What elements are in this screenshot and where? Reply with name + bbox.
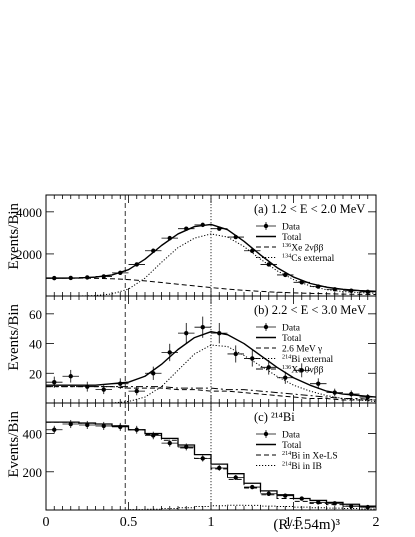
y-tick-label: 4000	[16, 205, 42, 220]
legend-entry: 2.6 MeV γ	[282, 345, 322, 355]
series-total-line	[46, 330, 376, 398]
data-point	[151, 371, 156, 376]
panel-label: (a) 1.2 < E < 2.0 MeV	[254, 202, 365, 216]
data-point	[167, 440, 172, 446]
series-bi-in-ib-line	[46, 504, 376, 510]
data-point	[68, 374, 73, 379]
legend-entry: 214Bi in IB	[282, 462, 322, 472]
data-point	[101, 423, 106, 429]
data-point	[299, 368, 304, 373]
series-group	[46, 316, 376, 403]
data-point	[52, 379, 57, 385]
legend-entry: 134Cs external	[282, 254, 335, 264]
data-point	[52, 427, 57, 432]
series-2-6-mev--line	[46, 386, 376, 401]
data-point	[266, 365, 271, 370]
legend-entry: 136Xe 0νββ	[282, 365, 324, 375]
y-axis-title: Events/Bin	[6, 411, 22, 478]
data-point	[233, 475, 238, 480]
y-tick-label: 40	[29, 337, 42, 352]
data-point	[266, 262, 271, 267]
series-xe-2--line	[46, 277, 376, 296]
legend-entry: 136Xe 2νββ	[282, 243, 324, 253]
y-tick-label: 2000	[16, 247, 42, 262]
x-tick-label: 1.5	[285, 515, 303, 530]
panel-label: (b) 2.2 < E < 3.0 MeV	[254, 303, 366, 317]
data-point	[184, 330, 189, 336]
legend-entry: Data	[282, 431, 301, 441]
panel-label: (c) ²¹⁴Bi	[254, 410, 295, 424]
panel-b: 20 40 60 Events/Bin (b) 2.2 < E < 3.0 MeV Dat…	[6, 295, 377, 404]
legend-entry: 214Bi in Xe-LS	[282, 451, 338, 461]
series-xe-0--line	[46, 386, 376, 401]
data-point	[68, 421, 73, 427]
x-tick-label: 2	[373, 515, 380, 530]
data-point	[283, 375, 288, 380]
y-axis-title: Events/Bin	[6, 304, 22, 371]
data-point	[349, 503, 354, 509]
legend-entry: Total	[282, 233, 302, 243]
data-point	[167, 350, 172, 355]
data-point	[85, 422, 90, 428]
legend-swatch-marker	[263, 324, 269, 330]
x-tick-label: 0.5	[120, 515, 138, 530]
legend-entry: Total	[282, 334, 302, 344]
y-axis-title: Events/Bin	[6, 203, 22, 270]
legend-swatch-marker	[263, 431, 269, 437]
series-total-line	[46, 223, 376, 293]
data-point	[200, 325, 205, 330]
y-tick-label: 60	[29, 307, 42, 322]
data-point	[134, 388, 139, 394]
data-point	[217, 465, 222, 471]
data-point	[250, 356, 255, 361]
y-tick-label: 400	[23, 427, 43, 442]
series-bi-in-xe-ls-line	[46, 421, 376, 508]
data-point	[266, 491, 271, 496]
data-point	[233, 351, 238, 357]
series-bi-external-line	[46, 344, 376, 403]
data-point	[250, 484, 255, 490]
legend-entry: Data	[282, 324, 301, 334]
legend-entry: 214Bi external	[282, 355, 334, 365]
data-point	[316, 381, 321, 386]
series-cs-external-line	[46, 233, 376, 296]
legend-entry: Total	[282, 441, 302, 451]
series-group	[46, 419, 376, 510]
data-point	[101, 387, 106, 392]
x-tick-label: 0	[43, 515, 50, 530]
x-axis-title: (R/1.54m)³	[273, 517, 340, 533]
legend-swatch-marker	[263, 223, 269, 229]
series-group	[46, 222, 376, 296]
y-tick-label: 20	[29, 366, 42, 381]
x-tick-label: 1	[208, 515, 215, 530]
legend-entry: Data	[282, 223, 301, 233]
y-tick-label: 200	[23, 465, 43, 480]
